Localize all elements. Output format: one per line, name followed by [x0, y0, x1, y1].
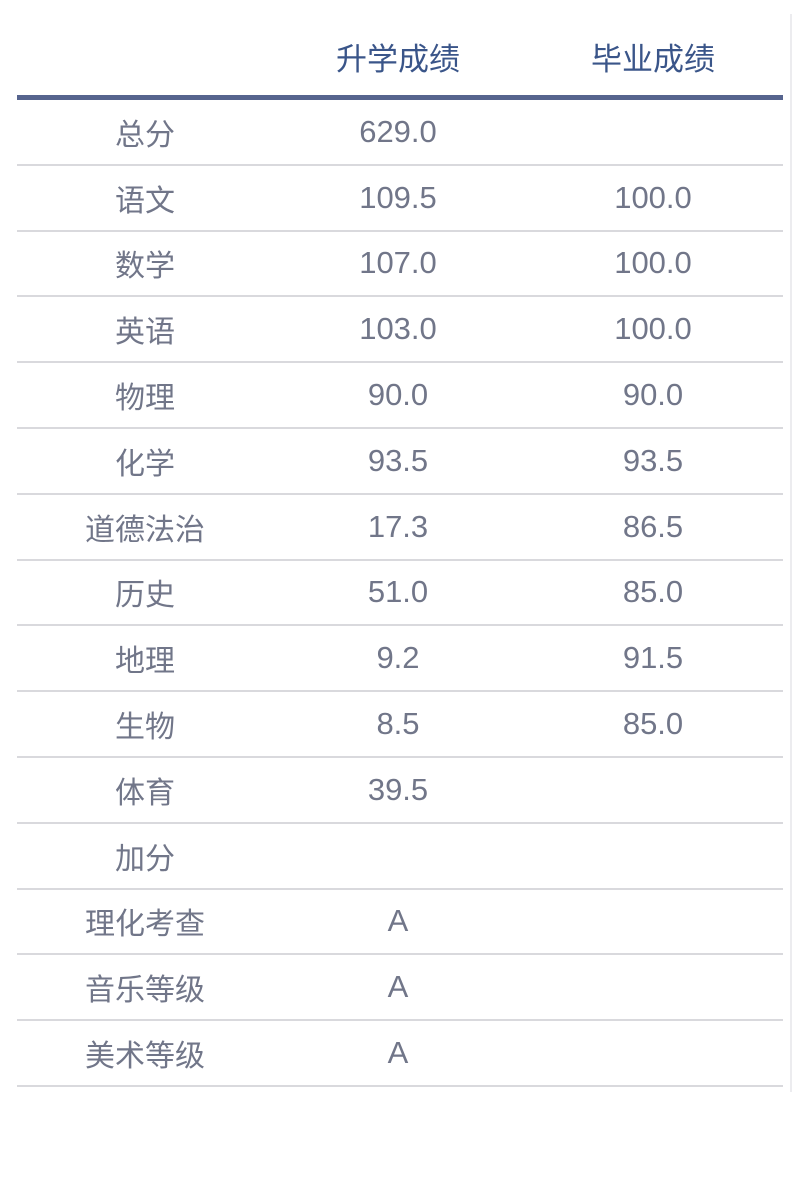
table-row: 物理 90.0 90.0 [17, 363, 783, 429]
entrance-score-value: 93.5 [367, 442, 429, 478]
entrance-score-value: 39.5 [367, 771, 429, 807]
column-header-graduation: 毕业成绩 [591, 42, 715, 77]
entrance-score-value: 629.0 [359, 113, 437, 149]
subject-label: 理化考查 [85, 908, 205, 942]
table-row: 加分 [17, 824, 783, 890]
graduation-score-value: 85.0 [622, 706, 684, 742]
table-row: 英语 103.0 100.0 [17, 297, 783, 364]
table-row: 语文 109.5 100.0 [17, 166, 783, 232]
entrance-score-value: 51.0 [367, 574, 429, 610]
subject-label: 物理 [115, 382, 175, 416]
subject-label: 体育 [115, 776, 175, 810]
subject-label: 总分 [115, 118, 175, 152]
subject-label: 加分 [115, 842, 175, 876]
table-row: 历史 51.0 85.0 [17, 561, 783, 627]
graduation-score-value: 100.0 [614, 311, 692, 347]
entrance-score-value: 103.0 [359, 311, 437, 347]
subject-label: 英语 [115, 316, 175, 350]
entrance-score-value: 9.2 [376, 640, 420, 676]
subject-label: 地理 [115, 645, 175, 679]
graduation-score-value: 91.5 [622, 640, 684, 676]
graduation-score-value: 100.0 [614, 179, 692, 215]
subject-label: 道德法治 [85, 513, 205, 547]
entrance-score-value: 8.5 [376, 706, 420, 742]
table-row: 美术等级 A [17, 1021, 783, 1087]
subject-label: 音乐等级 [85, 974, 205, 1008]
score-table: 升学成绩 毕业成绩 总分 629.0 语文 109.5 100.0 数学 107… [17, 0, 783, 1087]
graduation-score-value: 85.0 [622, 574, 684, 610]
graduation-score-value: 100.0 [614, 245, 692, 281]
entrance-score-value: A [387, 903, 409, 939]
entrance-score-value: A [387, 969, 409, 1005]
table-row: 化学 93.5 93.5 [17, 429, 783, 495]
entrance-score-value: 17.3 [367, 508, 429, 544]
table-row: 总分 629.0 [17, 100, 783, 166]
table-row: 道德法治 17.3 86.5 [17, 495, 783, 561]
graduation-score-value: 90.0 [622, 377, 684, 413]
entrance-score-value: A [387, 1035, 409, 1071]
subject-label: 历史 [115, 579, 175, 613]
subject-label: 美术等级 [85, 1040, 205, 1074]
subject-label: 语文 [115, 184, 175, 218]
table-row: 体育 39.5 [17, 758, 783, 824]
subject-label: 生物 [115, 711, 175, 745]
entrance-score-value: 109.5 [359, 179, 437, 215]
graduation-score-value: 86.5 [622, 508, 684, 544]
table-row: 数学 107.0 100.0 [17, 232, 783, 298]
table-row: 音乐等级 A [17, 955, 783, 1022]
table-header-row: 升学成绩 毕业成绩 [17, 0, 783, 100]
column-header-entrance: 升学成绩 [336, 42, 460, 77]
graduation-score-value: 93.5 [622, 442, 684, 478]
table-row: 生物 8.5 85.0 [17, 692, 783, 758]
entrance-score-value: 107.0 [359, 245, 437, 281]
entrance-score-value: 90.0 [367, 377, 429, 413]
table-row: 地理 9.2 91.5 [17, 626, 783, 693]
right-edge-divider [790, 14, 792, 1092]
table-row: 理化考查 A [17, 890, 783, 956]
subject-label: 数学 [115, 250, 175, 284]
subject-label: 化学 [115, 447, 175, 481]
